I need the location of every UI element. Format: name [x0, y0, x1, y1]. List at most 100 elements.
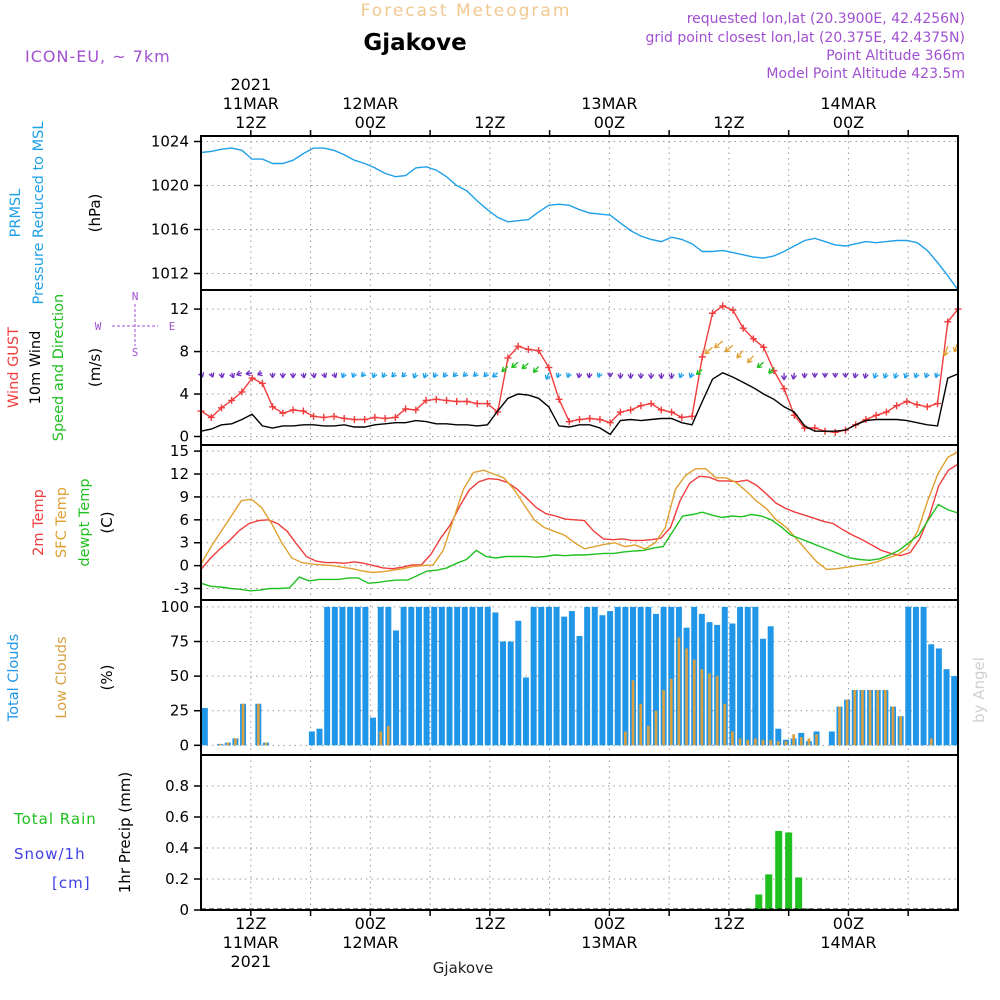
wind-arrow-head	[381, 372, 388, 378]
gust-marker	[228, 396, 236, 404]
gust-marker	[514, 342, 522, 350]
gust-marker	[688, 412, 696, 420]
cloud-bar	[838, 706, 841, 746]
cloud-bar	[339, 606, 346, 746]
top-time-label: 12Z	[474, 113, 505, 132]
model-label: ICON-EU, ~ 7km	[25, 47, 171, 66]
cloud-bar	[637, 606, 644, 746]
cloud-bar	[201, 707, 208, 746]
panel-label: 10m Wind	[28, 331, 44, 405]
wind-arrow-head	[756, 362, 763, 369]
cloud-bar	[715, 676, 719, 746]
cloud-bar	[241, 703, 245, 746]
wind-arrow-head	[300, 373, 307, 379]
cloud-bar	[454, 606, 461, 746]
cloud-bar	[639, 703, 643, 746]
y-tick-label: 1012	[151, 265, 189, 283]
cloud-bar	[631, 680, 635, 746]
panel-unit: (hPa)	[86, 194, 104, 233]
wind-arrow-head	[801, 373, 808, 379]
wind-arrow-head	[208, 372, 215, 378]
gust-marker	[708, 309, 716, 317]
gust-marker	[258, 379, 266, 387]
gust-marker	[483, 400, 491, 408]
cloud-bar	[935, 648, 942, 746]
gust-marker	[545, 364, 553, 371]
cloud-bar	[738, 738, 742, 746]
wind-direction-arrow	[501, 365, 509, 373]
wind-arrow-head	[882, 373, 889, 379]
wind-arrow-head	[401, 371, 408, 378]
gust-marker	[668, 408, 676, 416]
wind-arrow-head	[391, 371, 397, 378]
svg-text:E: E	[169, 320, 176, 333]
wind-arrow-head	[422, 372, 429, 379]
panel-frame	[200, 754, 959, 911]
cloud-bar	[721, 606, 728, 746]
gust-marker	[330, 412, 338, 420]
cloud-bar	[370, 717, 377, 746]
y-tick-label: 0	[179, 736, 189, 754]
cloud-bar	[920, 606, 927, 746]
panel-unit: 1hr Precip (mm)	[116, 772, 134, 893]
bottom-time-label: 12Z	[235, 914, 266, 933]
gust-marker	[811, 424, 819, 432]
wind-arrow-head	[321, 372, 328, 379]
cloud-bar	[393, 630, 399, 746]
y-tick-label: 3	[179, 534, 189, 552]
cloud-bar	[677, 637, 681, 746]
y-tick-label: 9	[179, 488, 189, 506]
cloud-bar	[799, 737, 803, 746]
gust-marker	[760, 343, 768, 351]
cloud-bar	[561, 616, 568, 746]
gust-marker	[923, 403, 931, 411]
cloud-bar	[545, 606, 552, 746]
cloud-bar	[899, 716, 902, 746]
series-line	[200, 147, 959, 291]
wind-arrow-head	[472, 371, 479, 378]
gust-marker	[627, 406, 635, 414]
cloud-bar	[731, 731, 734, 746]
wind-arrow-head	[289, 373, 297, 379]
wind-arrow-head	[637, 373, 645, 379]
wind-arrow-head	[491, 372, 498, 378]
precip-bar	[795, 877, 803, 910]
y-tick-label: 1016	[151, 221, 189, 239]
bottom-time-label: 12MAR	[342, 933, 398, 952]
y-tick-label: 0	[179, 557, 189, 575]
gust-marker	[248, 374, 256, 382]
y-tick-label: 0	[179, 901, 189, 919]
gust-marker	[443, 396, 451, 404]
bottom-time-label: 2021	[230, 952, 271, 971]
gust-marker	[238, 388, 246, 396]
cloud-bar	[891, 706, 895, 746]
y-tick-label: 4	[179, 385, 189, 403]
cloud-bar	[591, 606, 598, 746]
wind-arrow-head	[236, 370, 242, 377]
panel-5: 0 0.2 0.4 0.6 0.8 1hr Precip (mm) Total Rain Sn…	[13, 754, 959, 919]
series-line	[200, 503, 959, 592]
cloud-bar	[700, 669, 704, 746]
cloud-bar	[492, 612, 499, 746]
y-tick-label: 0.2	[165, 870, 189, 888]
cloud-bar	[264, 742, 268, 746]
gust-marker	[320, 413, 328, 421]
wind-direction-arrow	[747, 355, 754, 364]
wind-direction-arrow	[704, 346, 713, 355]
wind-arrow-head	[483, 371, 490, 378]
wind-arrow-head	[704, 348, 710, 355]
y-tick-label: 50	[170, 667, 189, 685]
gust-marker	[657, 406, 665, 414]
gust-marker	[565, 418, 573, 426]
panel-label: Low Clouds	[54, 636, 70, 718]
gust-marker	[207, 413, 215, 421]
precip-bar	[775, 830, 783, 910]
cloud-bar	[218, 743, 222, 746]
gust-marker	[310, 412, 318, 420]
cloud-bar	[507, 641, 514, 746]
cloud-bar	[522, 677, 529, 746]
cloud-bar	[387, 725, 390, 746]
wind-direction-arrow	[521, 362, 529, 370]
gust-marker	[729, 306, 737, 314]
cloud-bar	[568, 611, 575, 746]
